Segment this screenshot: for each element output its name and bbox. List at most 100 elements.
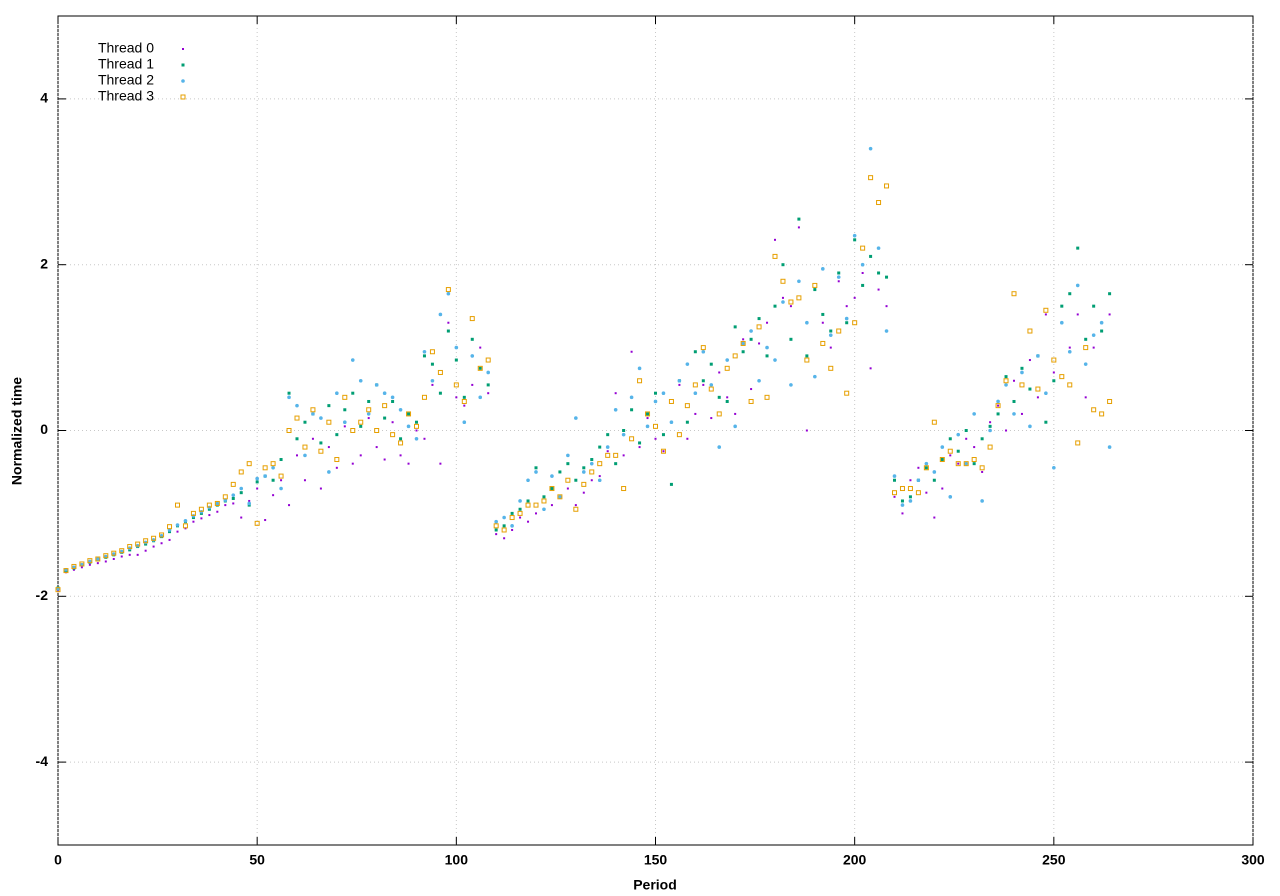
point xyxy=(471,383,474,386)
y-tick-label: -4 xyxy=(36,753,49,769)
point xyxy=(295,437,299,441)
point xyxy=(1059,374,1065,380)
point xyxy=(597,461,603,467)
point xyxy=(1075,283,1080,288)
point xyxy=(702,383,705,386)
point xyxy=(359,454,362,457)
point xyxy=(454,358,458,362)
legend-marker xyxy=(181,63,185,67)
point xyxy=(558,470,562,474)
point xyxy=(327,404,331,408)
point xyxy=(893,495,896,498)
point xyxy=(973,446,976,449)
point xyxy=(208,514,211,517)
point xyxy=(175,502,180,508)
point xyxy=(445,287,451,293)
point xyxy=(582,470,586,474)
point xyxy=(900,499,904,503)
point xyxy=(247,501,251,506)
point xyxy=(1035,386,1041,392)
point xyxy=(264,519,267,522)
point xyxy=(693,350,697,354)
point xyxy=(112,557,115,560)
point xyxy=(964,429,968,432)
point xyxy=(1067,349,1072,354)
point xyxy=(614,462,618,466)
point xyxy=(96,557,100,561)
point xyxy=(79,561,85,567)
point xyxy=(224,504,227,507)
point xyxy=(685,420,689,424)
point xyxy=(120,555,123,558)
point xyxy=(1107,445,1112,449)
point xyxy=(502,524,506,528)
point xyxy=(740,340,746,346)
point xyxy=(1004,383,1008,387)
point xyxy=(996,399,1000,404)
legend-marker xyxy=(181,79,185,83)
point xyxy=(645,424,650,429)
point xyxy=(852,320,858,326)
point xyxy=(198,506,204,512)
point xyxy=(997,404,1000,407)
point xyxy=(176,530,179,533)
point xyxy=(829,346,832,349)
point xyxy=(646,412,650,416)
point xyxy=(709,383,714,387)
point xyxy=(1011,291,1017,297)
point xyxy=(646,417,649,420)
point xyxy=(797,217,801,221)
point xyxy=(1036,396,1039,399)
point xyxy=(676,432,682,438)
point xyxy=(876,200,882,206)
point xyxy=(478,395,483,400)
point xyxy=(907,486,913,492)
point xyxy=(987,444,993,450)
point xyxy=(526,499,530,503)
point xyxy=(749,329,753,333)
point xyxy=(351,391,355,395)
point xyxy=(1092,346,1095,349)
point xyxy=(877,288,880,291)
legend-label: Thread 2 xyxy=(98,72,154,88)
point xyxy=(590,479,593,482)
point xyxy=(415,429,418,432)
point xyxy=(924,466,928,470)
point xyxy=(1020,370,1024,375)
point xyxy=(1075,440,1081,446)
point xyxy=(447,321,450,324)
point xyxy=(709,362,713,366)
point xyxy=(246,461,252,467)
point xyxy=(988,428,992,433)
point xyxy=(1092,304,1096,308)
point xyxy=(453,382,459,388)
point xyxy=(215,501,220,506)
point xyxy=(87,558,93,564)
point xyxy=(613,452,619,458)
point xyxy=(630,350,633,353)
point xyxy=(1003,378,1009,384)
point xyxy=(192,520,195,523)
point xyxy=(940,458,944,462)
point xyxy=(980,437,984,441)
point xyxy=(382,391,387,395)
point xyxy=(804,357,810,363)
point xyxy=(852,233,857,238)
y-tick-label: 0 xyxy=(40,421,48,437)
point xyxy=(916,478,921,483)
point xyxy=(1060,320,1064,325)
point xyxy=(423,437,426,440)
point xyxy=(422,354,426,358)
point xyxy=(741,341,745,346)
point xyxy=(398,440,404,446)
point xyxy=(637,366,642,371)
point xyxy=(287,391,291,395)
point xyxy=(414,436,419,441)
y-tick-label: 2 xyxy=(40,255,48,271)
point xyxy=(788,299,794,305)
point xyxy=(119,548,125,554)
point xyxy=(167,524,173,530)
point xyxy=(461,398,467,404)
point xyxy=(1084,396,1087,399)
point xyxy=(502,515,506,520)
